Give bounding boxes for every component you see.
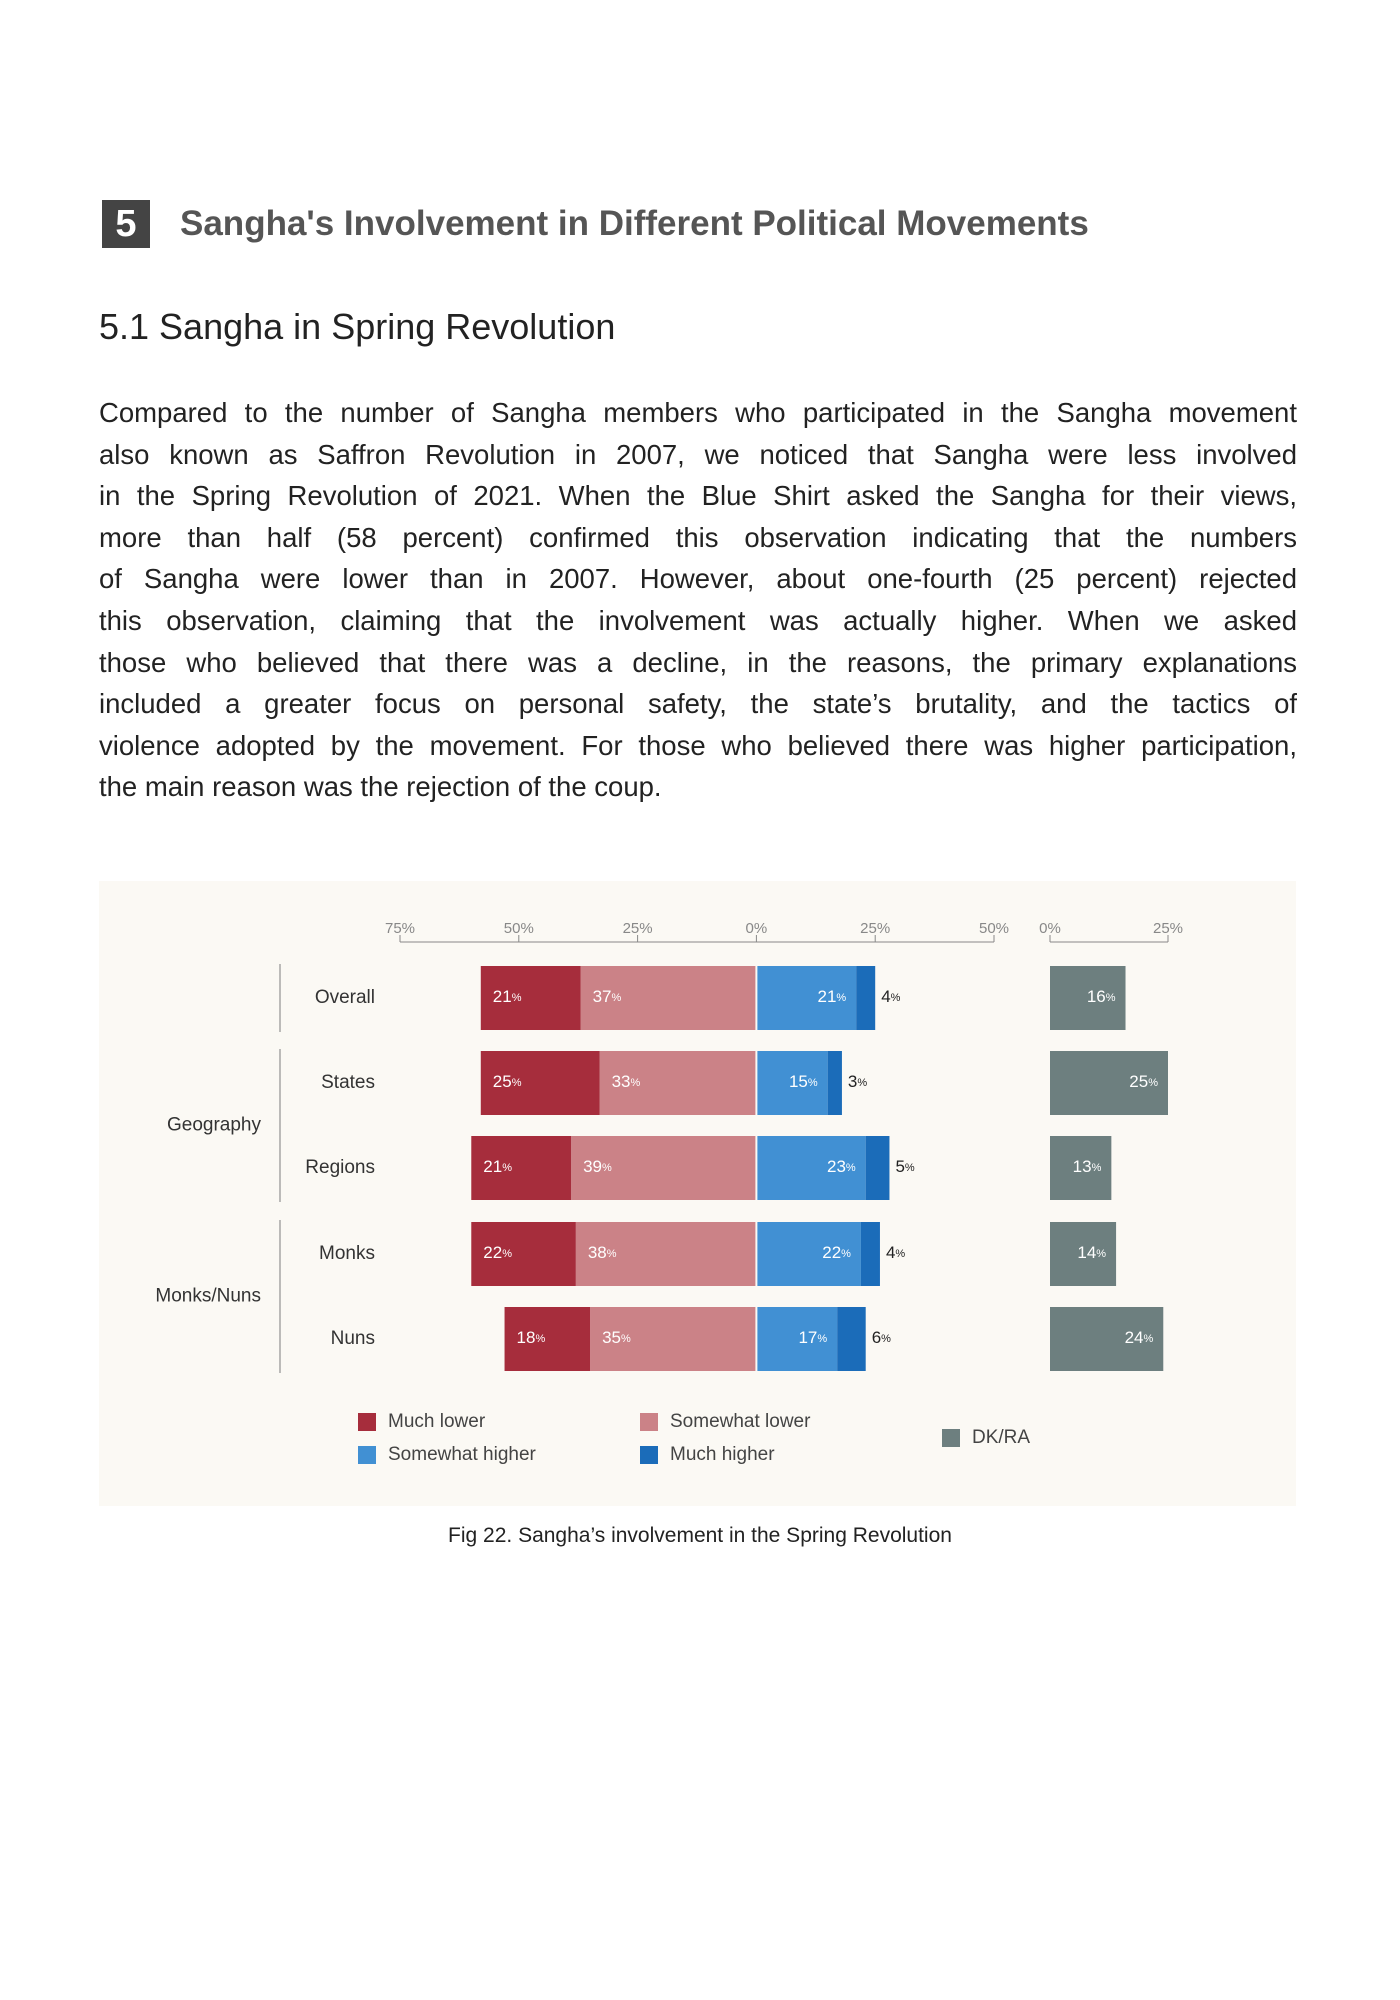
bar bbox=[1050, 1051, 1168, 1115]
paragraph-line: included a greater focus on personal saf… bbox=[99, 688, 1297, 720]
paragraph-line: the main reason was the rejection of the… bbox=[99, 771, 662, 803]
x-tick-label: 0% bbox=[1039, 920, 1061, 937]
paragraph-line: violence adopted by the movement. For th… bbox=[99, 729, 1297, 761]
value-label: 13% bbox=[1073, 1157, 1102, 1176]
bar bbox=[756, 1222, 861, 1286]
bar bbox=[571, 1136, 757, 1200]
group-label: Geography bbox=[167, 1115, 262, 1136]
group-label: Monks/Nuns bbox=[155, 1286, 261, 1307]
figure-caption: Fig 22. Sangha’s involvement in the Spri… bbox=[448, 1524, 952, 1547]
legend-swatch bbox=[358, 1446, 376, 1464]
legend-label: Somewhat lower bbox=[670, 1411, 811, 1432]
legend-label: DK/RA bbox=[972, 1427, 1030, 1448]
paragraph-line: this observation, claiming that the invo… bbox=[99, 604, 1297, 636]
bar bbox=[756, 1307, 838, 1371]
category-label: Monks bbox=[319, 1243, 375, 1264]
value-label: 22% bbox=[483, 1243, 512, 1262]
value-label: 23% bbox=[827, 1157, 856, 1176]
value-label: 37% bbox=[593, 987, 622, 1006]
legend-swatch bbox=[942, 1429, 960, 1447]
value-label: 21% bbox=[817, 987, 846, 1006]
paragraph-line: of Sangha were lower than in 2007. Howev… bbox=[99, 563, 1297, 595]
value-label: 25% bbox=[1129, 1072, 1158, 1091]
subsection-title: 5.1 Sangha in Spring Revolution bbox=[99, 306, 616, 347]
value-label: 15% bbox=[789, 1072, 818, 1091]
x-tick-label: 50% bbox=[504, 920, 534, 937]
value-label: 35% bbox=[602, 1328, 631, 1347]
x-tick-label: 25% bbox=[623, 920, 653, 937]
category-label: States bbox=[321, 1072, 375, 1093]
bar bbox=[756, 1136, 866, 1200]
category-label: Regions bbox=[305, 1157, 375, 1178]
bar bbox=[471, 1136, 572, 1200]
bar bbox=[837, 1307, 866, 1371]
bar bbox=[471, 1222, 576, 1286]
section-title: Sangha's Involvement in Different Politi… bbox=[180, 204, 1089, 243]
value-label: 4% bbox=[886, 1243, 905, 1262]
paragraph-line: those who believed that there was a decl… bbox=[99, 646, 1297, 678]
legend-swatch bbox=[358, 1413, 376, 1431]
bar bbox=[1050, 966, 1126, 1030]
bar bbox=[480, 966, 581, 1030]
value-label: 33% bbox=[612, 1072, 641, 1091]
legend-swatch bbox=[640, 1446, 658, 1464]
value-label: 25% bbox=[493, 1072, 522, 1091]
legend-label: Much higher bbox=[670, 1444, 775, 1465]
value-label: 4% bbox=[881, 987, 900, 1006]
bar bbox=[599, 1051, 757, 1115]
value-label: 16% bbox=[1087, 987, 1116, 1006]
paragraph: Compared to the number of Sangha members… bbox=[99, 392, 1297, 808]
legend-label: Much lower bbox=[388, 1411, 486, 1432]
x-tick-label: 50% bbox=[979, 920, 1009, 937]
paragraph-line: in the Spring Revolution of 2021. When t… bbox=[99, 480, 1297, 512]
category-label: Nuns bbox=[331, 1328, 375, 1349]
x-tick-label: 75% bbox=[385, 920, 415, 937]
bar bbox=[827, 1051, 842, 1115]
bar bbox=[1050, 1222, 1117, 1286]
x-tick-label: 25% bbox=[1153, 920, 1183, 937]
value-label: 14% bbox=[1077, 1243, 1106, 1262]
legend-label: Somewhat higher bbox=[388, 1444, 537, 1465]
bar bbox=[1050, 1307, 1164, 1371]
section-number: 5 bbox=[102, 200, 150, 248]
value-label: 21% bbox=[483, 1157, 512, 1176]
value-label: 5% bbox=[895, 1157, 914, 1176]
bar bbox=[860, 1222, 880, 1286]
bar bbox=[580, 966, 757, 1030]
x-tick-label: 25% bbox=[860, 920, 890, 937]
bar bbox=[1050, 1136, 1112, 1200]
value-label: 17% bbox=[798, 1328, 827, 1347]
bar bbox=[756, 966, 857, 1030]
paragraph-line: more than half (58 percent) confirmed th… bbox=[99, 521, 1297, 553]
value-label: 3% bbox=[848, 1072, 867, 1091]
paragraph-line: Compared to the number of Sangha members… bbox=[99, 397, 1297, 428]
bar bbox=[480, 1051, 600, 1115]
value-label: 18% bbox=[517, 1328, 546, 1347]
bar bbox=[504, 1307, 591, 1371]
value-label: 24% bbox=[1125, 1328, 1154, 1347]
legend-swatch bbox=[640, 1413, 658, 1431]
bar bbox=[756, 1051, 828, 1115]
value-label: 38% bbox=[588, 1243, 617, 1262]
paragraph-line: also known as Saffron Revolution in 2007… bbox=[99, 438, 1297, 470]
bar bbox=[856, 966, 876, 1030]
value-label: 22% bbox=[822, 1243, 851, 1262]
category-label: Overall bbox=[315, 987, 375, 1008]
bar bbox=[865, 1136, 890, 1200]
chart: 75% 50% 25% 0% 25% 50% 0% 25% Overall States Regio… bbox=[99, 881, 1296, 1506]
value-label: 6% bbox=[872, 1328, 891, 1347]
value-label: 39% bbox=[583, 1157, 612, 1176]
bar bbox=[590, 1307, 757, 1371]
x-tick-label: 0% bbox=[746, 920, 768, 937]
bar bbox=[575, 1222, 757, 1286]
value-label: 21% bbox=[493, 987, 522, 1006]
